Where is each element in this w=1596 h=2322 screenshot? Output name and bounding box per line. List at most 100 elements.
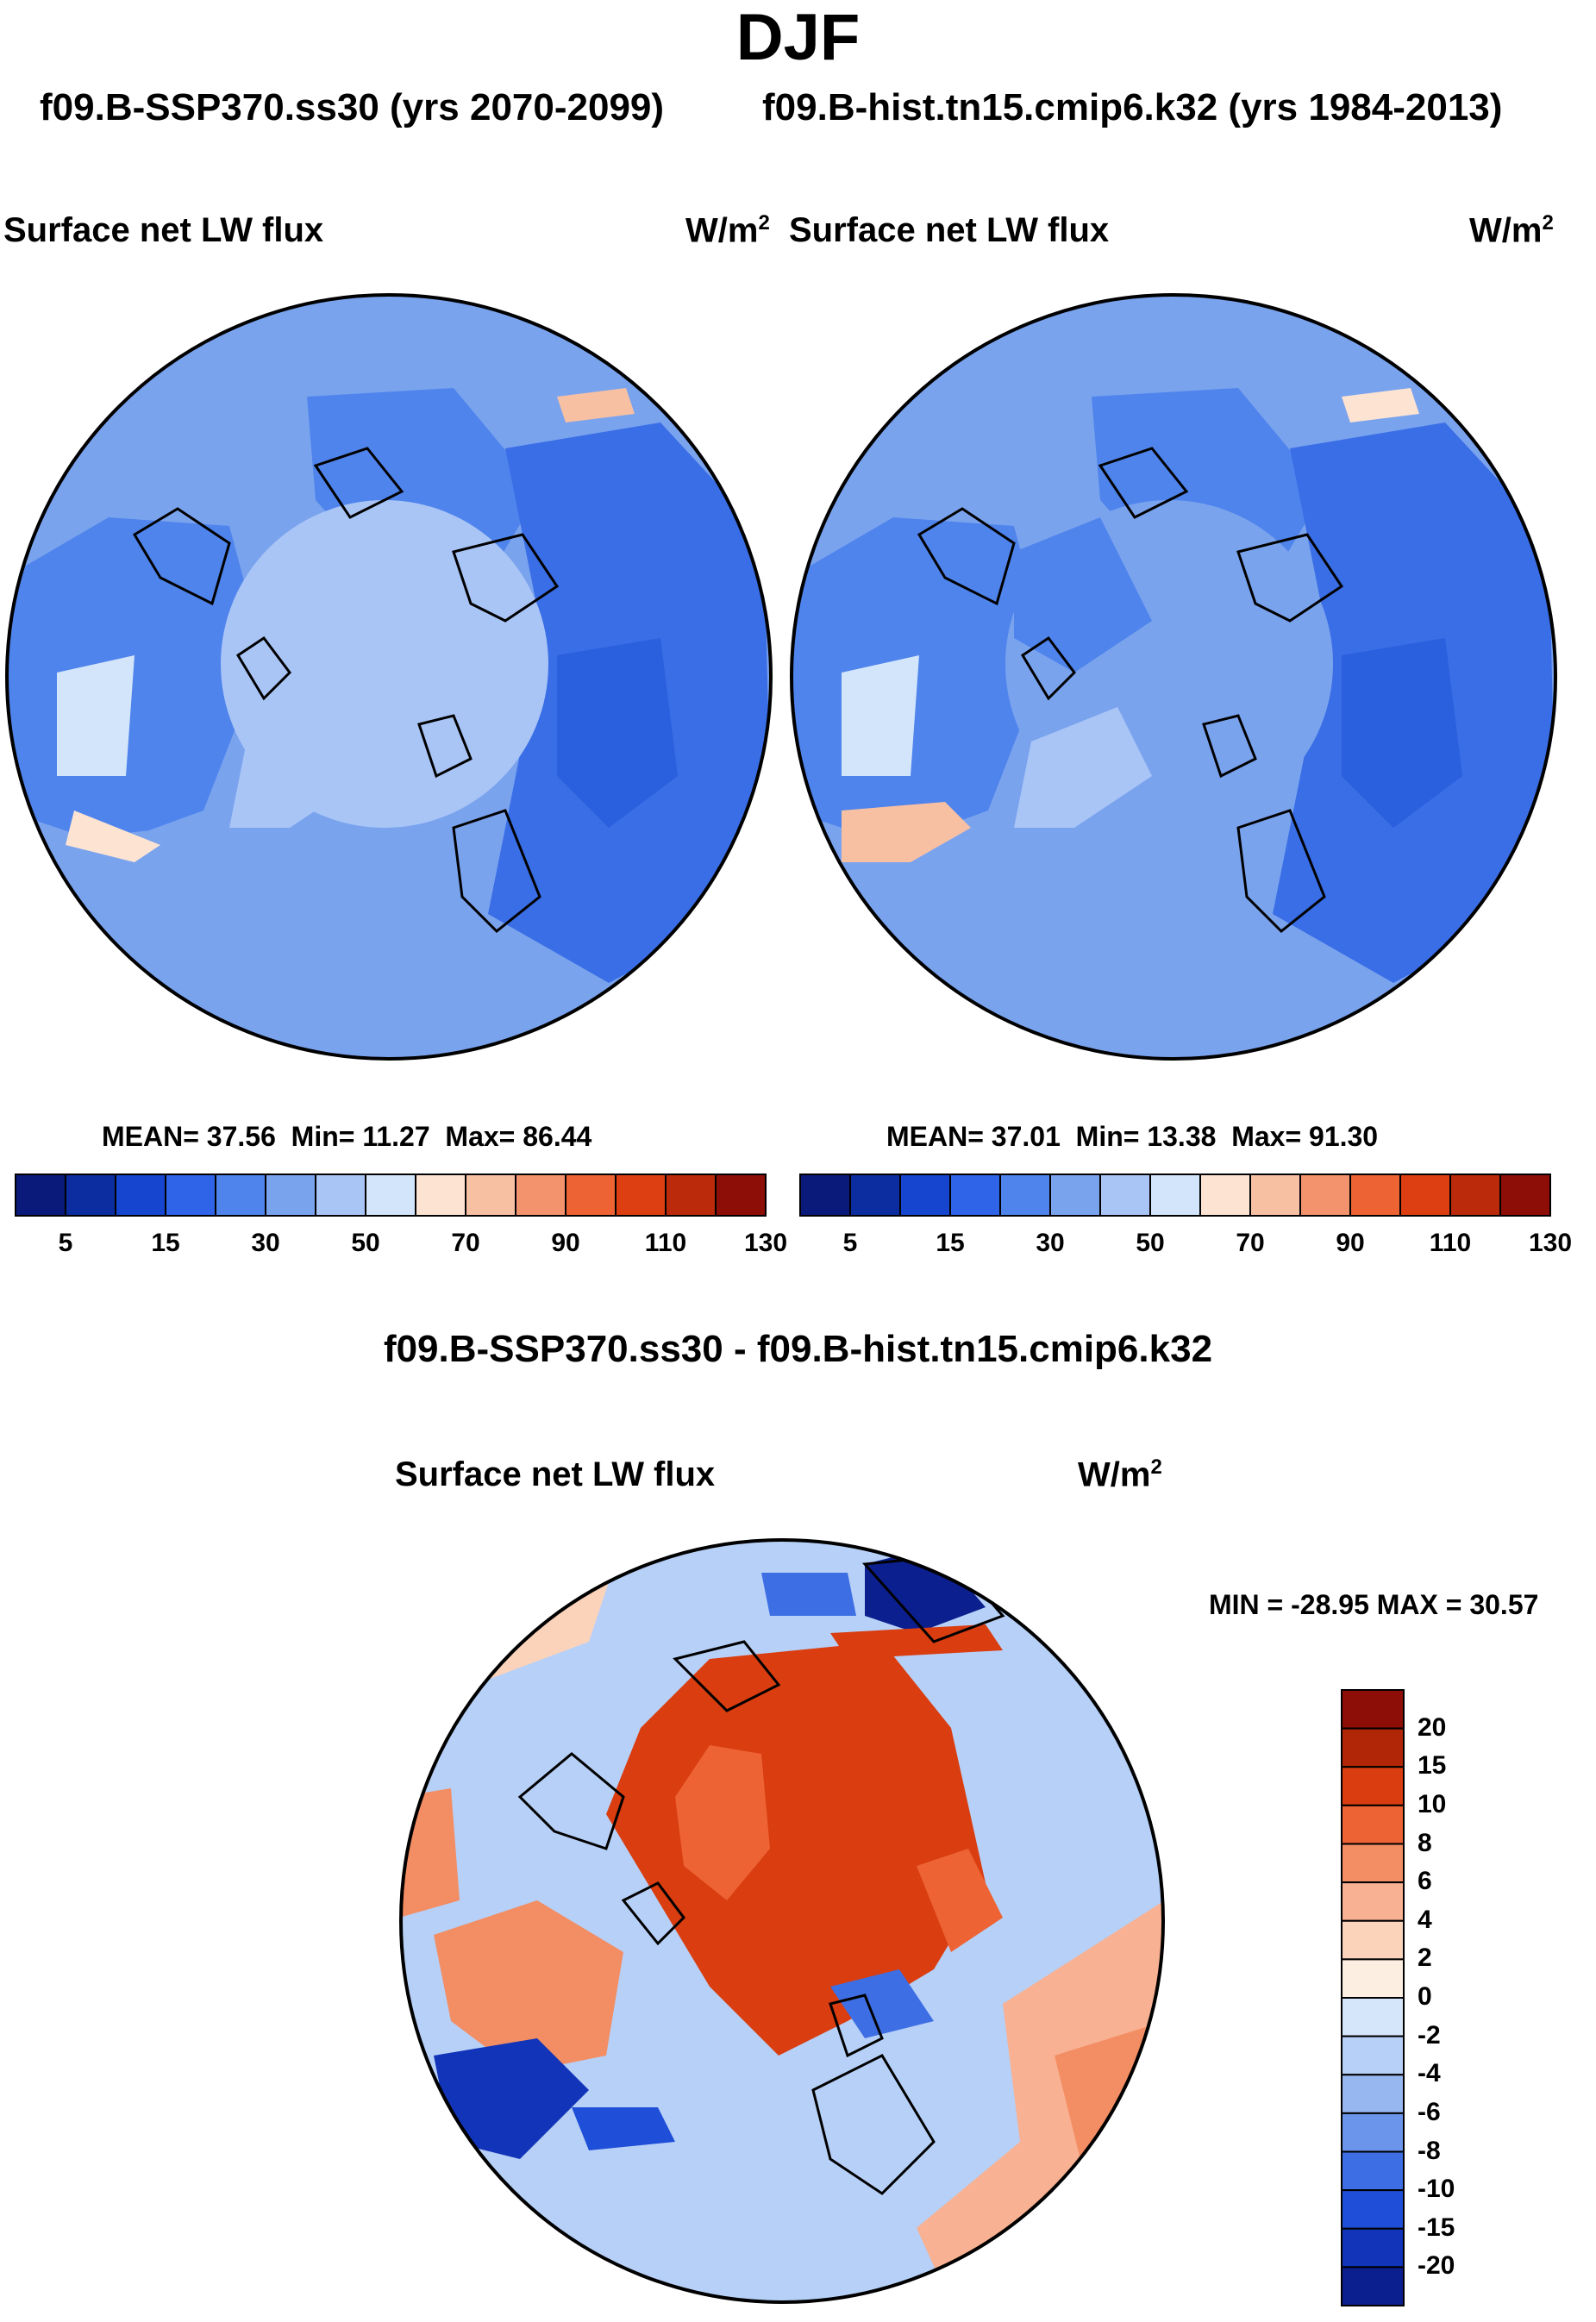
colorbar-swatch xyxy=(1341,2227,1405,2269)
colorbar-tick-label: 6 xyxy=(1418,1867,1432,1896)
panel3-field-canada-warm xyxy=(434,1900,623,2073)
panel3-coastlines xyxy=(517,1554,1005,2195)
panel1-field-greenland xyxy=(229,707,367,828)
colorbar-tick-label: -10 xyxy=(1418,2175,1455,2204)
colorbar-swatch xyxy=(1499,1174,1551,1217)
colorbar-tick-label: 15 xyxy=(151,1229,180,1257)
panel3-field-bering-cool xyxy=(865,1547,986,1633)
colorbar-swatch xyxy=(799,1174,851,1217)
colorbar-swatch xyxy=(1099,1174,1151,1217)
panel3-field-kara-warm xyxy=(917,1849,1003,1952)
panel3-map-border xyxy=(399,1538,1165,2304)
panel2-field-hudson xyxy=(842,655,919,776)
colorbar-swatch xyxy=(415,1174,466,1217)
colorbar-swatch xyxy=(1341,1804,1405,1845)
panel1-field-eurasia-core xyxy=(557,638,678,828)
colorbar-swatch xyxy=(65,1174,116,1217)
colorbar-swatch xyxy=(715,1174,767,1217)
subtitle-left: f09.B-SSP370.ss30 (yrs 2070-2099) xyxy=(40,86,665,128)
colorbar-swatch xyxy=(1299,1174,1351,1217)
panel1-field-hudson xyxy=(57,655,135,776)
colorbar-swatch xyxy=(265,1174,316,1217)
colorbar-tick-label: 110 xyxy=(644,1229,687,1257)
difference-title: f09.B-SSP370.ss30 - f09.B-hist.tn15.cmip… xyxy=(383,1328,1213,1370)
panel3-field-greenland-cool xyxy=(572,2107,675,2150)
colorbar-swatch xyxy=(1341,1766,1405,1806)
panel2-map-border xyxy=(790,293,1557,1061)
colorbar-swatch xyxy=(1341,1727,1405,1768)
panel2-colorbar xyxy=(799,1174,1551,1217)
colorbar-swatch xyxy=(1341,1881,1405,1922)
colorbar-swatch xyxy=(1341,1843,1405,1884)
panel2-stats: MEAN= 37.01 Min= 13.38 Max= 91.30 xyxy=(886,1121,1379,1152)
colorbar-swatch xyxy=(1341,1958,1405,1999)
panel3-colorbar xyxy=(1341,1689,1405,2306)
colorbar-tick-label: 50 xyxy=(351,1229,380,1257)
panel3-field-archipelago xyxy=(675,1745,770,1900)
colorbar-swatch xyxy=(1341,2189,1405,2230)
colorbar-swatch xyxy=(515,1174,566,1217)
colorbar-tick-label: -8 xyxy=(1418,2136,1441,2165)
panel2-field-warm-pacific xyxy=(1342,388,1419,422)
panel2-title: Surface net LW flux xyxy=(789,211,1110,249)
colorbar-tick-label: 90 xyxy=(1336,1229,1365,1257)
colorbar-tick-label: 8 xyxy=(1418,1828,1432,1857)
colorbar-swatch xyxy=(465,1174,516,1217)
panel2-field-warm-patch xyxy=(842,802,971,862)
panel2-field-archipelago xyxy=(1014,517,1152,673)
colorbar-tick-label: 15 xyxy=(1418,1751,1447,1781)
colorbar-swatch xyxy=(1341,2074,1405,2114)
colorbar-swatch xyxy=(1341,1919,1405,1961)
colorbar-tick-label: 15 xyxy=(936,1229,965,1257)
colorbar-swatch xyxy=(615,1174,667,1217)
colorbar-tick-label: -20 xyxy=(1418,2251,1455,2281)
panel3-title: Surface net LW flux xyxy=(395,1455,716,1493)
colorbar-tick-label: 5 xyxy=(58,1229,73,1257)
colorbar-swatch xyxy=(1341,1689,1405,1730)
panel1-field-warm-pacific xyxy=(557,388,635,422)
colorbar-tick-label: 110 xyxy=(1429,1229,1472,1257)
colorbar-tick-label: 5 xyxy=(842,1229,858,1257)
panel1-map-border xyxy=(5,293,773,1061)
colorbar-swatch xyxy=(1349,1174,1401,1217)
panel2-coastlines xyxy=(917,447,1344,934)
colorbar-tick-label: 130 xyxy=(1528,1229,1573,1257)
panel3-field-labrador-cool xyxy=(434,2038,589,2159)
panel3-field-barents-cool xyxy=(830,1969,934,2038)
colorbar-swatch xyxy=(315,1174,366,1217)
colorbar-swatch xyxy=(1399,1174,1451,1217)
colorbar-swatch xyxy=(1341,2112,1405,2153)
colorbar-swatch xyxy=(15,1174,66,1217)
panel1-units: W/m2 xyxy=(685,211,770,250)
colorbar-swatch xyxy=(1149,1174,1201,1217)
panel3-stats: MIN = -28.95 MAX = 30.57 xyxy=(1209,1589,1539,1620)
colorbar-swatch xyxy=(665,1174,717,1217)
panel2-polar-map xyxy=(790,293,1557,1061)
colorbar-tick-label: 4 xyxy=(1418,1905,1432,1934)
colorbar-tick-label: 0 xyxy=(1418,1982,1432,2011)
panel1-coastlines xyxy=(132,447,560,934)
panel2-units: W/m2 xyxy=(1469,211,1554,250)
subtitle-right: f09.B-hist.tn15.cmip6.k32 (yrs 1984-2013… xyxy=(762,86,1503,128)
colorbar-swatch xyxy=(115,1174,166,1217)
panel3-field-siberia-cool xyxy=(761,1573,856,1616)
colorbar-swatch xyxy=(1341,2150,1405,2192)
colorbar-tick-label: 130 xyxy=(743,1229,788,1257)
colorbar-swatch xyxy=(899,1174,951,1217)
panel1-colorbar xyxy=(15,1174,767,1217)
colorbar-swatch xyxy=(999,1174,1051,1217)
colorbar-tick-label: 90 xyxy=(551,1229,580,1257)
colorbar-tick-label: 70 xyxy=(451,1229,480,1257)
panel1-colorbar-labels: 5 15 30 50 70 90 110 130 xyxy=(14,1229,787,1263)
panel2-field-eurasia-core xyxy=(1342,638,1462,828)
panel1-polar-map xyxy=(5,293,773,1061)
colorbar-tick-label: 50 xyxy=(1136,1229,1165,1257)
panel3-field-arctic-warming xyxy=(606,1642,986,2056)
page-title: DJF xyxy=(735,1,861,74)
colorbar-swatch xyxy=(1341,2266,1405,2306)
colorbar-tick-label: -6 xyxy=(1418,2097,1441,2126)
panel1-field-warm-patch xyxy=(66,811,160,862)
colorbar-tick-label: 2 xyxy=(1418,1943,1432,1973)
colorbar-tick-label: 20 xyxy=(1418,1712,1447,1742)
colorbar-swatch xyxy=(1341,1997,1405,2037)
